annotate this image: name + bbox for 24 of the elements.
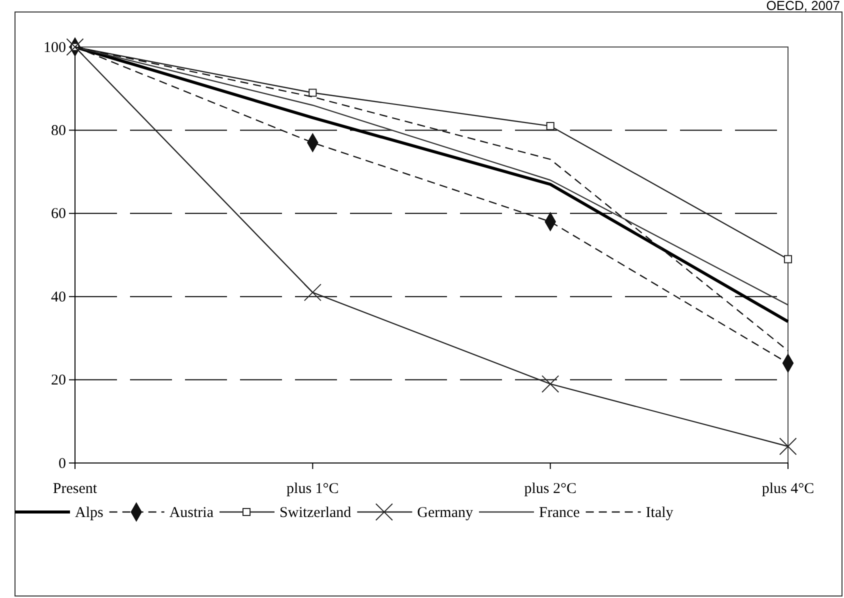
point (784, 255, 792, 264)
point (779, 438, 797, 456)
point (304, 284, 322, 302)
legend-label: Germany (417, 505, 474, 521)
y-tick-label: 60 (51, 206, 66, 222)
point (66, 38, 84, 56)
x-tick-label: plus 2°C (524, 481, 576, 497)
legend-label: Italy (646, 505, 674, 521)
y-tick-label: 0 (58, 456, 66, 472)
x-tick-label: Present (52, 481, 98, 497)
point (546, 122, 554, 130)
x-tick-label: plus 1°C (286, 481, 339, 497)
y-tick-label: 40 (51, 289, 66, 306)
y-tick-label: 100 (44, 40, 66, 56)
point (308, 88, 317, 97)
y-tick-label: 20 (51, 372, 66, 389)
legend-label: Switzerland (280, 505, 352, 521)
y-tick-label: 80 (51, 123, 66, 139)
point (542, 375, 560, 393)
legend-label: Austria (169, 505, 214, 521)
x-tick-label: plus 4°C (762, 481, 814, 497)
legend-label: Alps (75, 505, 104, 521)
text: OECD, 2007 (766, 0, 840, 13)
legend-label: France (538, 505, 580, 521)
